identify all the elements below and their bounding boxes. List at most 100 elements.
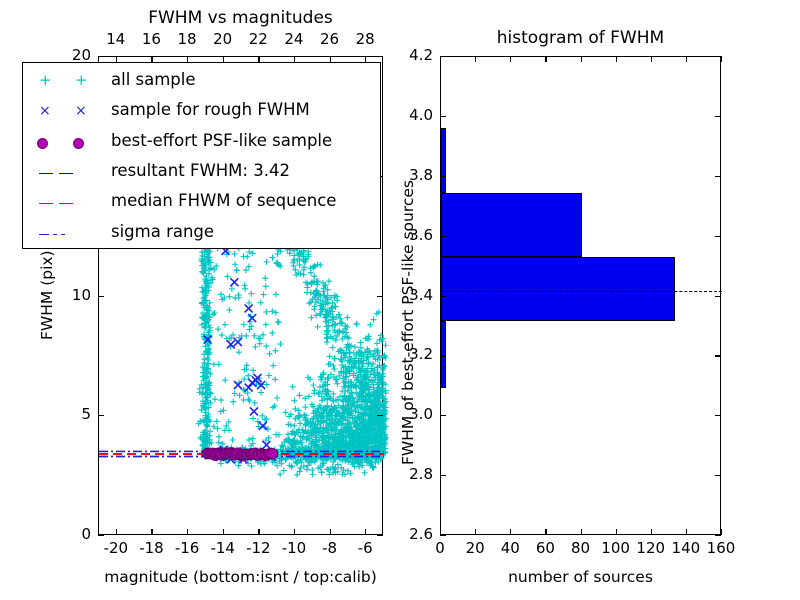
dashdot-line	[23, 219, 380, 250]
axis-tick-label: 20	[465, 539, 485, 557]
axis-tick-label: -14	[210, 539, 235, 557]
axis-tick-label: 80	[570, 539, 591, 557]
legend-label: all sample	[111, 70, 196, 89]
histogram-y-axis-label: FWHM of best-effort PSF-like sources	[399, 179, 417, 465]
axis-tick	[475, 529, 477, 535]
plus-marker: +	[39, 71, 52, 89]
axis-tick	[151, 529, 153, 535]
axis-tick	[365, 56, 367, 62]
axis-tick	[715, 355, 721, 357]
axis-tick	[715, 415, 721, 417]
axis-tick-label: 3.0	[409, 405, 433, 424]
legend-item[interactable]: + + all sample	[23, 67, 380, 98]
dot-marker	[23, 128, 380, 159]
axis-tick	[580, 529, 582, 535]
axis-tick	[715, 115, 721, 118]
legend-item[interactable]: × × sample for rough FWHM	[23, 97, 380, 128]
dashed-line	[39, 172, 53, 174]
axis-tick	[98, 295, 104, 297]
median-fwhm-line	[441, 290, 722, 292]
axis-tick-label: 3.8	[409, 165, 433, 184]
axis-tick-label: 5	[81, 405, 91, 424]
axis-tick	[258, 56, 260, 62]
axis-tick	[329, 56, 331, 62]
axis-tick-label: -8	[322, 539, 338, 557]
axis-tick	[721, 529, 723, 535]
axis-tick	[377, 535, 383, 537]
axis-tick	[115, 56, 117, 62]
axis-tick	[377, 295, 383, 297]
axis-tick-label: 4.0	[409, 105, 433, 124]
axis-tick	[329, 529, 331, 535]
axis-tick	[440, 475, 446, 477]
left-panel-title: FWHM vs magnitudes	[148, 8, 333, 28]
cross-marker: × ×	[23, 97, 380, 128]
axis-tick-label: 2.8	[409, 465, 433, 484]
axis-tick-label: 3.4	[409, 285, 433, 304]
axis-tick	[293, 56, 296, 62]
axis-tick	[440, 115, 446, 118]
axis-tick-label: 14	[106, 30, 126, 48]
axis-tick-label: -18	[139, 539, 164, 557]
axis-tick-label: 100	[601, 539, 630, 557]
cross-marker: ×	[75, 103, 87, 120]
dashed-line	[59, 172, 73, 174]
axis-tick-label: -16	[174, 539, 200, 557]
axis-tick	[715, 175, 721, 177]
axis-tick-label: 22	[248, 30, 268, 48]
axis-tick	[98, 56, 104, 58]
axis-tick-label: 4.2	[409, 46, 433, 64]
dashdot-line	[53, 233, 57, 235]
legend-item[interactable]: resultant FWHM: 3.42	[23, 158, 380, 189]
axis-tick	[377, 415, 383, 417]
axis-tick	[580, 56, 582, 62]
axis-tick	[440, 355, 446, 357]
axis-tick	[293, 529, 296, 535]
axis-tick	[258, 529, 260, 535]
legend-label: sample for rough FWHM	[111, 100, 310, 120]
histogram-x-axis-label: number of sources	[508, 568, 653, 586]
axis-tick-label: 20	[71, 46, 91, 64]
left-x-axis-label: magnitude (bottom:isnt / top:calib)	[104, 568, 377, 586]
axis-tick	[187, 56, 189, 62]
left-y-axis-label: FWHM (pix)	[38, 250, 56, 340]
axis-tick	[440, 415, 446, 417]
histogram-bar	[441, 256, 675, 322]
axis-tick	[440, 56, 442, 62]
axis-tick	[440, 529, 442, 535]
dashed-line	[23, 158, 380, 189]
axis-tick-label: 18	[177, 30, 197, 48]
axis-tick	[510, 529, 512, 535]
legend-item[interactable]: median FHWM of sequence	[23, 188, 380, 219]
axis-tick-label: 120	[636, 539, 666, 557]
axis-tick	[650, 529, 652, 535]
axis-tick-label: 160	[706, 539, 736, 557]
axis-tick-label: 0	[435, 539, 445, 557]
axis-tick	[685, 56, 688, 62]
axis-tick	[650, 56, 652, 62]
legend-label: resultant FWHM: 3.42	[111, 160, 290, 180]
axis-tick	[715, 56, 721, 58]
axis-tick-label: 40	[500, 539, 520, 557]
axis-tick	[615, 529, 617, 535]
axis-tick-label: 24	[284, 30, 304, 48]
axis-tick	[715, 535, 721, 537]
axis-tick	[377, 56, 383, 58]
axis-tick-label: 26	[320, 30, 340, 48]
axis-tick	[98, 415, 104, 417]
axis-tick	[475, 56, 477, 62]
legend-item[interactable]: sigma range	[23, 219, 380, 250]
dot-marker	[37, 137, 48, 149]
legend-item[interactable]: best-effort PSF-like sample	[23, 128, 380, 159]
legend-label: median FHWM of sequence	[111, 191, 337, 211]
axis-tick-label: -20	[103, 539, 129, 557]
axis-tick-label: 16	[141, 30, 161, 48]
axis-tick-label: 3.2	[409, 345, 433, 364]
axis-tick	[545, 529, 547, 535]
axis-tick	[440, 295, 446, 297]
axis-tick	[715, 235, 721, 237]
axis-tick	[715, 295, 721, 297]
axis-tick	[685, 529, 688, 535]
axis-tick-label: -10	[281, 539, 307, 557]
